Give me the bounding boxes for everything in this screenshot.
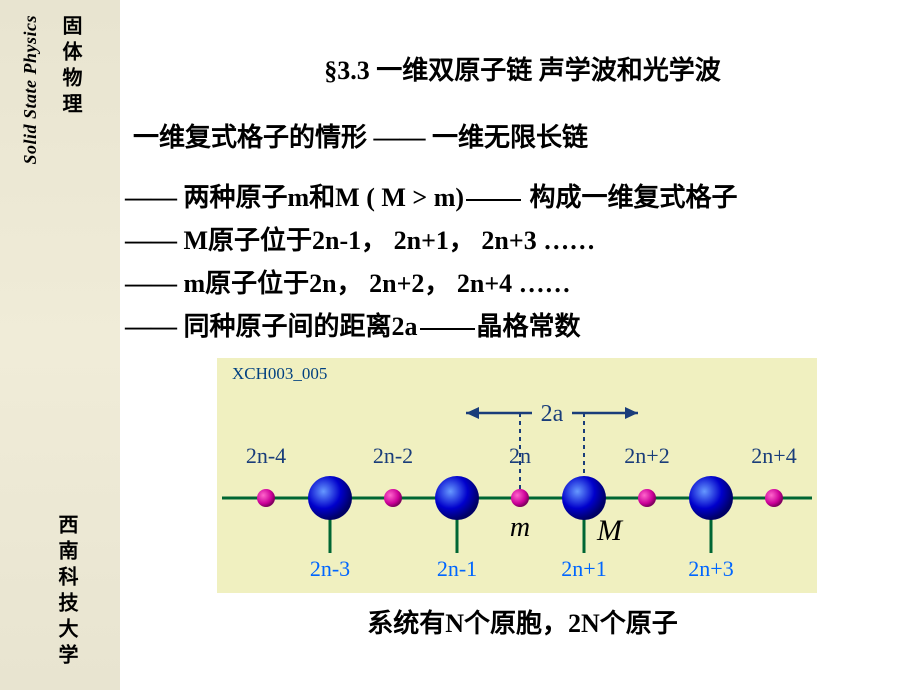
side-top: Solid State Physics 固体物理 [20,15,85,165]
bot-label-0: 2n-3 [310,556,350,581]
bullet-2: —— M原子位于2n-1， 2n+1， 2n+3 …… [125,220,920,257]
arrow-right [625,407,638,419]
bottom-text: 系统有N个原胞，2N个原子 [125,603,920,640]
top-label-1: 2n-2 [373,443,413,468]
side-university: 西南科技大学 [52,514,81,670]
diagram: XCH003_005 [217,358,817,593]
atom-small-5 [765,489,783,507]
bullet-3: —— m原子位于2n， 2n+2， 2n+4 …… [125,263,920,300]
section-title: §3.3 一维双原子链 声学波和光学波 [125,50,920,87]
atom-small-4 [638,489,656,507]
bot-label-2: 2n+1 [561,556,606,581]
subtitle: 一维复式格子的情形 —— 一维无限长链 [133,117,920,154]
atom-big-2 [435,476,479,520]
arrow-left [466,407,479,419]
bullet-1-text-b: 构成一维复式格子 [523,183,738,212]
atom-big-4 [689,476,733,520]
span-label: 2a [541,401,564,427]
top-label-2: 2n [509,443,531,468]
side-chinese-title: 固体物理 [56,15,85,165]
atom-big-1 [308,476,352,520]
m-label: m [510,512,530,543]
bullet-1-text-a: —— 两种原子m和M ( M > m) [125,183,464,212]
bullet-4-text-a: —— 同种原子间的距离2a [125,312,418,341]
top-label-0: 2n-4 [246,443,286,468]
bullet-1: —— 两种原子m和M ( M > m) 构成一维复式格子 [125,177,920,214]
M-label: M [596,514,624,547]
atom-small-1 [257,489,275,507]
diagram-svg: 2a 2n-4 2n-2 2n 2n+2 2n+4 m [217,358,817,593]
atom-small-3 [511,489,529,507]
top-label-3: 2n+2 [624,443,669,468]
bot-label-1: 2n-1 [437,556,477,581]
side-english-title: Solid State Physics [20,15,41,165]
content: §3.3 一维双原子链 声学波和光学波 一维复式格子的情形 —— 一维无限长链 … [125,0,920,690]
bullet-4: —— 同种原子间的距离2a 晶格常数 [125,306,920,343]
underline-2 [420,328,475,330]
underline-1 [466,199,521,201]
sidebar: Solid State Physics 固体物理 西南科技大学 [0,0,120,690]
bullet-4-text-b: 晶格常数 [477,312,581,341]
atom-small-2 [384,489,402,507]
bot-label-3: 2n+3 [688,556,733,581]
top-label-4: 2n+4 [751,443,796,468]
